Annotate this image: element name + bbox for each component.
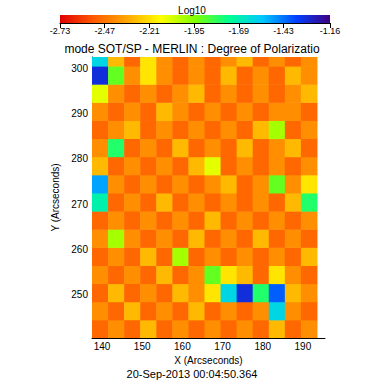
svg-text:300: 300 xyxy=(71,63,88,74)
svg-text:-1.16: -1.16 xyxy=(320,26,341,36)
svg-text:X (Arcseconds): X (Arcseconds) xyxy=(174,355,242,366)
svg-text:Log10: Log10 xyxy=(178,5,206,16)
svg-text:Y (Arcseconds): Y (Arcseconds) xyxy=(50,163,61,231)
svg-text:170: 170 xyxy=(214,341,231,352)
svg-text:-1.95: -1.95 xyxy=(184,26,205,36)
svg-text:160: 160 xyxy=(174,341,191,352)
svg-text:-2.73: -2.73 xyxy=(50,26,71,36)
svg-text:180: 180 xyxy=(254,341,271,352)
svg-text:260: 260 xyxy=(71,244,88,255)
svg-text:-2.47: -2.47 xyxy=(94,26,115,36)
svg-text:140: 140 xyxy=(94,341,111,352)
svg-text:-2.21: -2.21 xyxy=(139,26,160,36)
svg-text:150: 150 xyxy=(134,341,151,352)
svg-text:250: 250 xyxy=(71,289,88,300)
svg-text:290: 290 xyxy=(71,108,88,119)
svg-text:190: 190 xyxy=(295,341,312,352)
svg-text:280: 280 xyxy=(71,153,88,164)
svg-text:-1.43: -1.43 xyxy=(273,26,294,36)
svg-text:20-Sep-2013 00:04:50.364: 20-Sep-2013 00:04:50.364 xyxy=(127,368,258,380)
svg-text:270: 270 xyxy=(71,199,88,210)
svg-text:-1.69: -1.69 xyxy=(229,26,250,36)
svg-text:mode SOT/SP - MERLIN : Degree: mode SOT/SP - MERLIN : Degree of Polariz… xyxy=(64,42,320,56)
